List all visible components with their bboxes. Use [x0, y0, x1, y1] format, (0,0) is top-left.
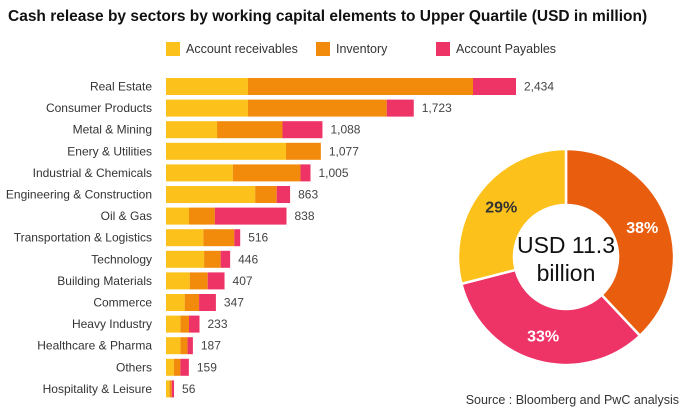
bar-account-payables-technology: [220, 250, 231, 268]
bar-account-receivables-heavy-industry: [166, 315, 181, 333]
total-label-engineering-and-construction: 863: [298, 188, 318, 202]
bar-account-receivables-industrial-and-chemicals: [166, 164, 233, 182]
category-label-enery-and-utilities: Enery & Utilities: [67, 144, 152, 158]
category-label-oil-and-gas: Oil & Gas: [101, 209, 152, 223]
bar-inventory-healthcare-and-pharma: [180, 337, 188, 355]
bar-inventory-oil-and-gas: [189, 207, 215, 225]
total-label-enery-and-utilities: 1,077: [329, 144, 359, 158]
bar-inventory-enery-and-utilities: [285, 142, 321, 160]
bar-inventory-industrial-and-chemicals: [232, 164, 301, 182]
category-label-consumer-products: Consumer Products: [46, 101, 152, 115]
bar-account-payables-healthcare-and-pharma: [187, 337, 193, 355]
bar-account-receivables-others: [166, 358, 174, 376]
total-label-heavy-industry: 233: [208, 317, 228, 331]
bar-inventory-others: [173, 358, 181, 376]
category-label-engineering-and-construction: Engineering & Construction: [6, 188, 152, 202]
category-label-building-materials: Building Materials: [57, 274, 152, 288]
bar-account-receivables-oil-and-gas: [166, 207, 190, 225]
legend-label-account-payables: Account Payables: [456, 42, 557, 56]
legend-swatch-account-payables: [436, 42, 450, 56]
bar-account-payables-engineering-and-construction: [276, 186, 291, 203]
bar-inventory-transportation-and-logistics: [203, 229, 235, 247]
source-note: Source : Bloomberg and PwC analysis: [465, 393, 679, 407]
category-label-healthcare-and-pharma: Healthcare & Pharma: [37, 339, 152, 353]
total-label-hospitality-and-leisure: 56: [182, 382, 196, 396]
category-label-real-estate: Real Estate: [90, 80, 152, 94]
bar-account-receivables-hospitality-and-leisure: [166, 380, 170, 398]
category-label-industrial-and-chemicals: Industrial & Chemicals: [33, 166, 152, 180]
bar-account-receivables-commerce: [166, 294, 185, 311]
bar-account-payables-real-estate: [473, 78, 516, 95]
bar-account-receivables-building-materials: [166, 272, 190, 290]
bar-account-receivables-transportation-and-logistics: [166, 229, 204, 247]
donut-label-account-receivables: 29%: [485, 200, 517, 217]
total-label-technology: 446: [238, 252, 258, 266]
bar-account-receivables-engineering-and-construction: [166, 186, 256, 203]
bar-account-receivables-consumer-products: [166, 99, 248, 117]
total-label-oil-and-gas: 838: [295, 209, 315, 223]
legend-label-account-receivables: Account receivables: [186, 42, 298, 56]
donut-slice-account-receivables: [456, 147, 568, 286]
bar-account-receivables-enery-and-utilities: [166, 142, 286, 160]
bar-account-payables-consumer-products: [386, 99, 414, 117]
donut-label-inventory: 38%: [626, 220, 658, 237]
category-label-commerce: Commerce: [93, 296, 152, 310]
bar-account-payables-oil-and-gas: [214, 207, 287, 225]
category-label-metal-and-mining: Metal & Mining: [73, 123, 152, 137]
bar-account-payables-building-materials: [207, 272, 225, 290]
category-label-transportation-and-logistics: Transportation & Logistics: [14, 231, 152, 245]
bar-account-payables-others: [180, 358, 189, 376]
legend-label-inventory: Inventory: [336, 42, 388, 56]
donut-center-label-2: billion: [537, 260, 596, 286]
donut-slice-account-payables: [459, 268, 642, 367]
bar-inventory-real-estate: [247, 78, 474, 95]
donut-center-label-1: USD 11.3: [517, 232, 615, 258]
bar-account-payables-heavy-industry: [189, 315, 200, 333]
legend-swatch-inventory: [316, 42, 330, 56]
category-label-heavy-industry: Heavy Industry: [72, 317, 152, 331]
bar-inventory-technology: [204, 250, 221, 268]
total-label-metal-and-mining: 1,088: [330, 123, 360, 137]
bar-inventory-engineering-and-construction: [255, 186, 277, 203]
total-label-consumer-products: 1,723: [422, 101, 452, 115]
bar-inventory-metal-and-mining: [217, 121, 283, 139]
bar-inventory-hospitality-and-leisure: [169, 380, 172, 398]
legend-item-account-receivables: Account receivables: [166, 40, 298, 58]
bar-inventory-heavy-industry: [180, 315, 190, 333]
chart-title: Cash release by sectors by working capit…: [8, 8, 648, 25]
total-label-healthcare-and-pharma: 187: [201, 339, 221, 353]
bar-inventory-building-materials: [189, 272, 208, 290]
bar-account-payables-transportation-and-logistics: [234, 229, 241, 247]
bar-inventory-consumer-products: [247, 99, 387, 117]
category-label-technology: Technology: [91, 252, 152, 266]
bar-account-receivables-metal-and-mining: [166, 121, 218, 139]
total-label-industrial-and-chemicals: 1,005: [319, 166, 349, 180]
donut-slice-inventory: [564, 147, 676, 338]
total-label-commerce: 347: [224, 296, 244, 310]
donut-label-account-payables: 33%: [527, 329, 559, 346]
total-label-building-materials: 407: [233, 274, 253, 288]
legend-item-account-payables: Account Payables: [436, 40, 556, 58]
total-label-others: 159: [197, 360, 217, 374]
legend-item-inventory: Inventory: [316, 40, 387, 58]
total-label-real-estate: 2,434: [524, 80, 554, 94]
legend-swatch-account-receivables: [166, 42, 180, 56]
bar-inventory-commerce: [184, 294, 200, 311]
category-label-others: Others: [116, 360, 152, 374]
bar-account-payables-metal-and-mining: [282, 121, 323, 139]
bar-account-receivables-real-estate: [166, 78, 248, 95]
bar-account-payables-industrial-and-chemicals: [300, 164, 311, 182]
bar-account-receivables-technology: [166, 250, 205, 268]
category-label-hospitality-and-leisure: Hospitality & Leisure: [43, 382, 153, 396]
total-label-transportation-and-logistics: 516: [248, 231, 268, 245]
bar-account-payables-hospitality-and-leisure: [171, 380, 175, 398]
bar-account-payables-commerce: [199, 294, 216, 311]
bar-account-receivables-healthcare-and-pharma: [166, 337, 181, 355]
